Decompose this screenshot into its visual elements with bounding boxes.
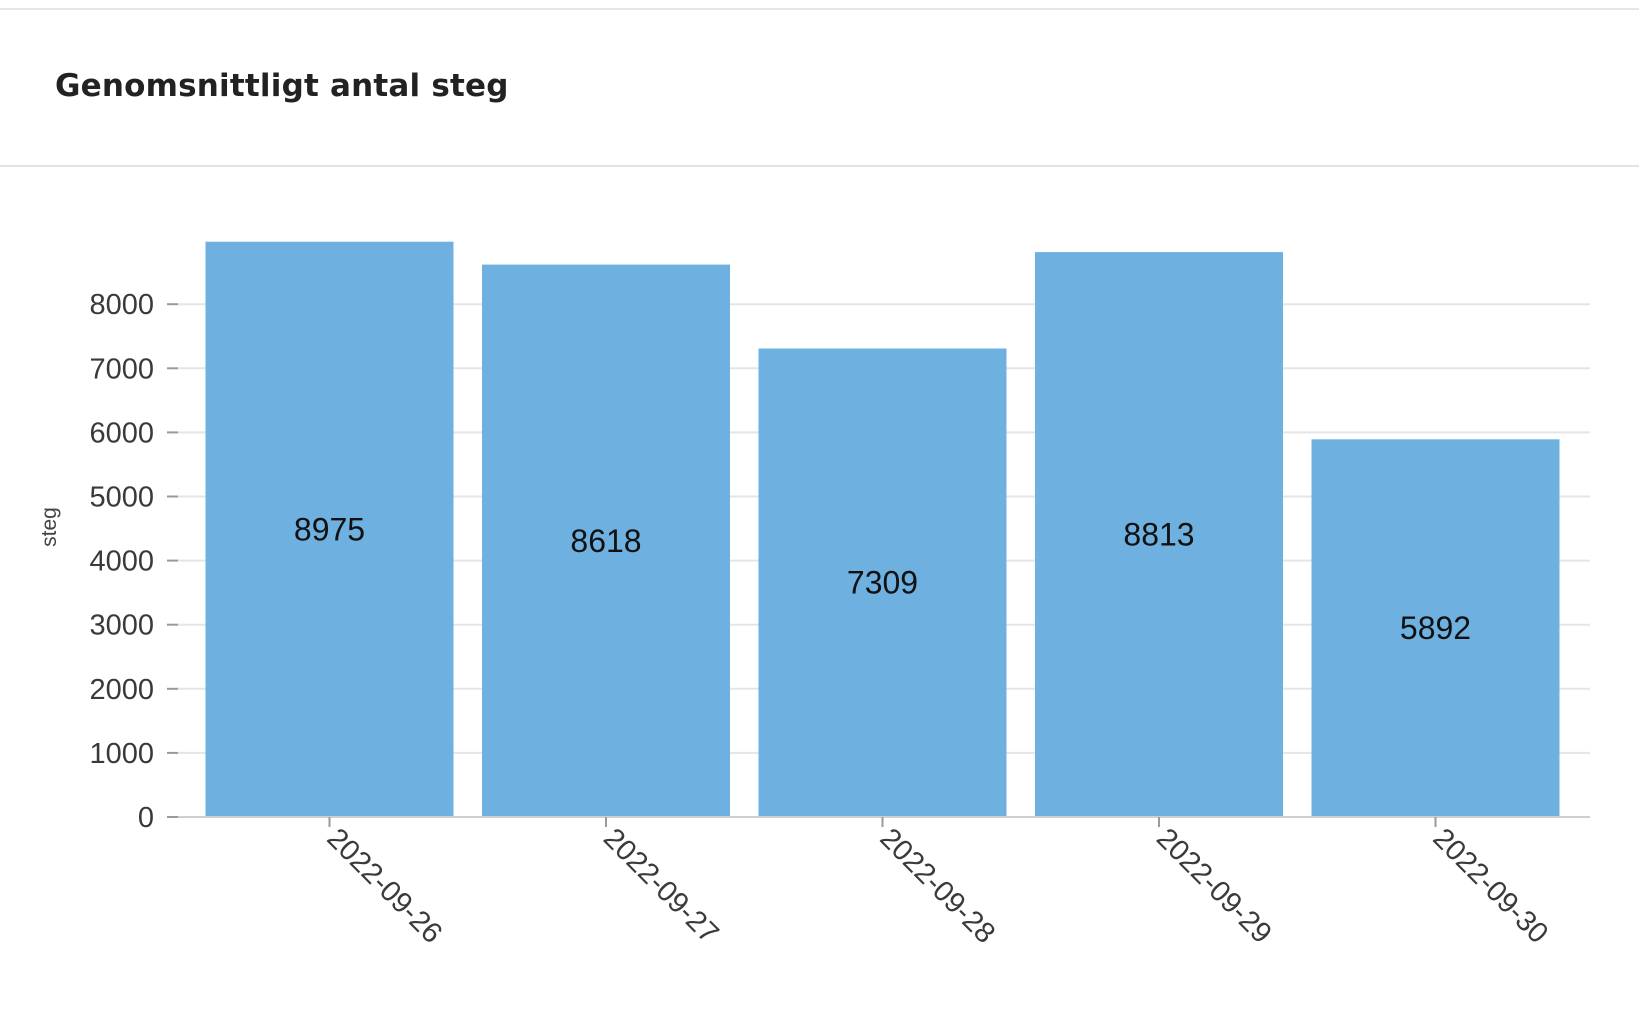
x-tick-label: 2022-09-30 (1427, 822, 1555, 950)
y-tick-label: 4000 (89, 546, 154, 578)
y-tick-label: 8000 (89, 289, 154, 321)
bar (205, 241, 454, 817)
bar (1311, 439, 1560, 817)
x-tick-label: 2022-09-26 (321, 822, 449, 950)
card-header (0, 10, 1639, 165)
bar-value-label: 7309 (847, 565, 918, 601)
bar (758, 348, 1007, 817)
y-axis-label: steg (38, 507, 61, 547)
bars (205, 241, 1560, 818)
bar-value-label: 8618 (570, 523, 641, 559)
y-tick-label: 2000 (89, 674, 154, 706)
x-tick-label: 2022-09-28 (874, 822, 1002, 950)
top-divider (0, 8, 1639, 10)
bar-value-label: 8975 (294, 511, 365, 547)
bar (1035, 252, 1283, 818)
chart-title: Genomsnittligt antal steg (55, 68, 509, 104)
bar-labels: 8975 8618 7309 8813 5892 (294, 511, 1471, 646)
y-tick-label: 5000 (89, 482, 154, 514)
y-tick-label: 7000 (89, 353, 154, 385)
y-tick-label: 6000 (89, 417, 154, 449)
bar (482, 264, 730, 818)
y-tick-label: 0 (138, 802, 154, 834)
header-divider (0, 165, 1639, 167)
bar-value-label: 8813 (1123, 517, 1194, 553)
bar-value-label: 5892 (1400, 610, 1471, 646)
x-tick-label: 2022-09-27 (597, 822, 725, 950)
y-tick-label: 1000 (89, 738, 154, 770)
y-tick-label: 3000 (89, 610, 154, 642)
x-tick-label: 2022-09-29 (1150, 822, 1278, 950)
